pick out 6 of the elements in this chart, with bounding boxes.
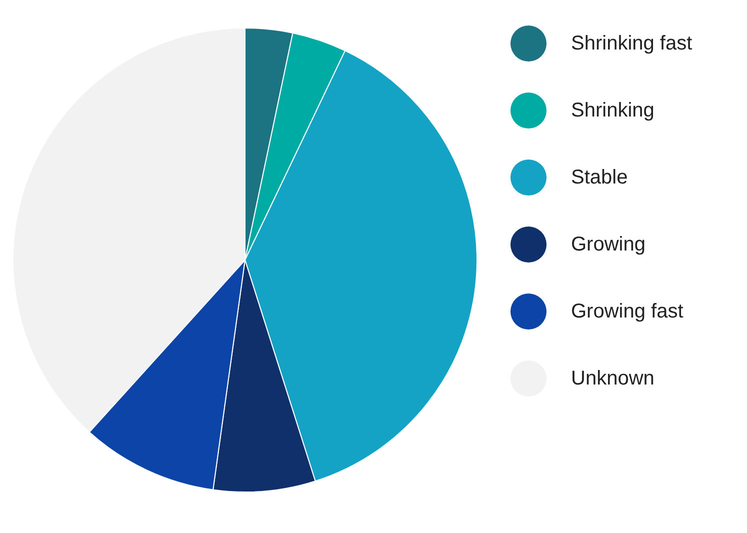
legend-label: Growing bbox=[571, 234, 646, 256]
legend-label: Growing fast bbox=[571, 300, 684, 322]
legend-label: Unknown bbox=[571, 368, 654, 390]
legend-label: Shrinking bbox=[571, 100, 654, 122]
legend-label: Shrinking fast bbox=[571, 32, 693, 54]
legend-label: Stable bbox=[571, 166, 628, 188]
